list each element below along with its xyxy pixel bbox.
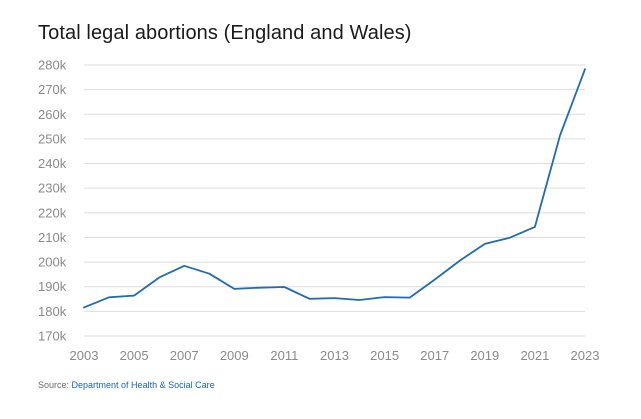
- y-axis-ticks: 170k 180k 190k 200k 210k 220k 230k 240k 250k 260k…: [38, 58, 67, 344]
- x-tick-label: 2017: [420, 348, 449, 363]
- source-note: Source: Department of Health & Social Ca…: [38, 380, 215, 390]
- y-tick-label: 180k: [38, 304, 67, 319]
- x-tick-label: 2003: [70, 348, 99, 363]
- x-axis-ticks: 2003 2005 2007 2009 2011 2013 2015 2017 2019 2021…: [70, 348, 600, 363]
- x-tick-label: 2009: [220, 348, 249, 363]
- y-tick-label: 170k: [38, 329, 67, 344]
- x-tick-label: 2013: [320, 348, 349, 363]
- y-tick-label: 200k: [38, 255, 67, 270]
- source-link[interactable]: Department of Health & Social Care: [71, 380, 215, 390]
- x-tick-label: 2011: [270, 348, 298, 363]
- gridlines: [84, 64, 585, 337]
- y-tick-label: 240k: [38, 156, 67, 171]
- y-tick-label: 210k: [38, 230, 67, 245]
- x-tick-label: 2007: [170, 348, 199, 363]
- y-tick-label: 280k: [38, 58, 67, 73]
- chart-title: Total legal abortions (England and Wales…: [38, 22, 412, 44]
- y-tick-label: 270k: [38, 82, 67, 97]
- y-tick-label: 190k: [38, 279, 67, 294]
- source-prefix: Source:: [38, 380, 72, 390]
- x-tick-label: 2015: [370, 348, 399, 363]
- series-lines: [83, 68, 586, 309]
- y-tick-label: 260k: [38, 107, 67, 122]
- x-tick-label: 2019: [470, 348, 499, 363]
- y-tick-label: 230k: [38, 181, 67, 196]
- series-line: [83, 68, 586, 309]
- x-tick-label: 2005: [120, 348, 149, 363]
- x-tick-label: 2021: [520, 348, 549, 363]
- x-tick-label: 2023: [571, 348, 600, 363]
- y-tick-label: 250k: [38, 131, 67, 146]
- y-tick-label: 220k: [38, 205, 67, 220]
